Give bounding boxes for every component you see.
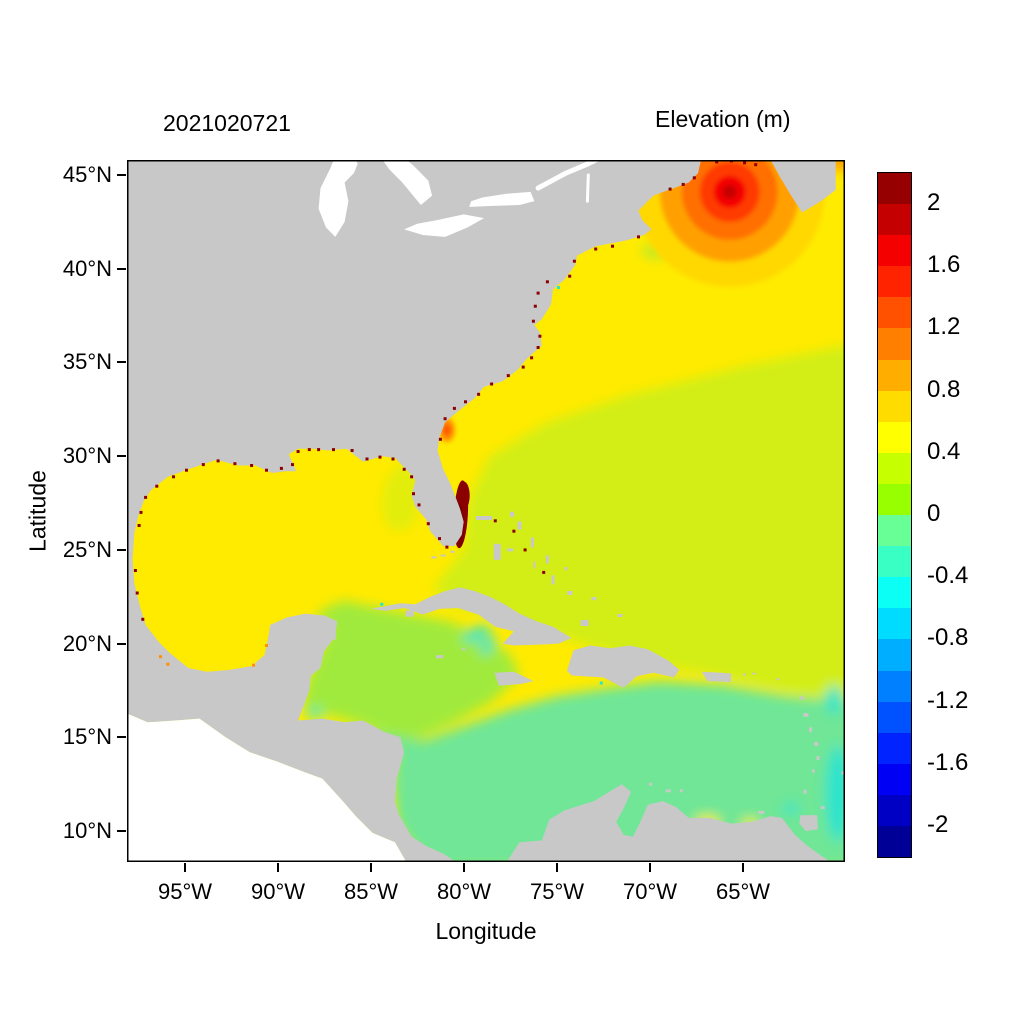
- x-tick-mark: [184, 863, 186, 872]
- colorbar: [877, 172, 912, 858]
- colorbar-cell: [878, 825, 911, 858]
- x-tick-label: 65°W: [715, 879, 771, 904]
- colorbar-cell: [878, 235, 911, 267]
- y-tick-label: 45°N: [62, 162, 112, 187]
- x-tick-mark: [742, 863, 744, 872]
- x-tick-label: 75°W: [529, 879, 585, 904]
- x-tick-mark: [649, 863, 651, 872]
- colorbar-tick-label: -0.4: [927, 562, 969, 589]
- colorbar-cell: [878, 577, 911, 609]
- y-tick-mark: [117, 455, 126, 457]
- colorbar-cell: [878, 452, 911, 484]
- x-tick-label: 85°W: [343, 879, 399, 904]
- y-tick-label: 35°N: [62, 349, 112, 374]
- y-tick-mark: [117, 643, 126, 645]
- y-axis-label: Latitude: [24, 470, 51, 552]
- x-tick-mark: [556, 863, 558, 872]
- x-axis-label: Longitude: [435, 918, 537, 944]
- colorbar-tick-label: 1.6: [927, 251, 961, 278]
- colorbar-tick-label: 0: [927, 500, 941, 527]
- colorbar-cell: [878, 483, 911, 516]
- colorbar-cell: [878, 266, 911, 298]
- colorbar-cell: [878, 204, 911, 236]
- colorbar-tick-label: -2: [927, 811, 949, 838]
- y-tick-mark: [117, 174, 126, 176]
- colorbar-cell: [878, 173, 911, 205]
- colorbar-cell: [878, 670, 911, 702]
- y-tick-label: 10°N: [62, 818, 112, 843]
- x-tick-label: 80°W: [436, 879, 492, 904]
- y-tick-label: 15°N: [62, 724, 112, 749]
- colorbar-cell: [878, 297, 911, 329]
- colorbar-cell: [878, 515, 911, 547]
- colorbar-title: Elevation (m): [655, 106, 791, 132]
- x-tick-mark: [277, 863, 279, 872]
- colorbar-cell: [878, 732, 911, 764]
- colorbar-cell: [878, 639, 911, 671]
- y-tick-label: 20°N: [62, 631, 112, 656]
- colorbar-tick-label: 0.8: [927, 376, 961, 403]
- x-tick-mark: [370, 863, 372, 872]
- colorbar-cell: [878, 608, 911, 640]
- y-tick-mark: [117, 830, 126, 832]
- colorbar-cell: [878, 701, 911, 733]
- colorbar-tick-label: 2: [927, 189, 941, 216]
- map-plot: [127, 160, 845, 862]
- colorbar-tick-label: -1.6: [927, 749, 969, 776]
- y-tick-label: 30°N: [62, 443, 112, 468]
- colorbar-cell: [878, 763, 911, 795]
- colorbar-cell: [878, 546, 911, 578]
- y-tick-mark: [117, 361, 126, 363]
- colorbar-cell: [878, 421, 911, 453]
- colorbar-tick-label: -0.8: [927, 624, 969, 651]
- y-tick-label: 25°N: [62, 537, 112, 562]
- y-tick-mark: [117, 268, 126, 270]
- x-tick-label: 95°W: [157, 879, 213, 904]
- colorbar-cell: [878, 328, 911, 360]
- colorbar-cell: [878, 794, 911, 826]
- x-tick-label: 70°W: [622, 879, 678, 904]
- colorbar-tick-label: 1.2: [927, 313, 961, 340]
- colorbar-cell: [878, 390, 911, 422]
- colorbar-tick-label: -1.2: [927, 687, 969, 714]
- x-tick-mark: [463, 863, 465, 872]
- x-tick-label: 90°W: [250, 879, 306, 904]
- y-tick-mark: [117, 549, 126, 551]
- y-tick-label: 40°N: [62, 256, 112, 281]
- colorbar-tick-label: 0.4: [927, 438, 961, 465]
- y-tick-mark: [117, 736, 126, 738]
- timestamp-title: 2021020721: [163, 110, 291, 136]
- colorbar-cell: [878, 359, 911, 391]
